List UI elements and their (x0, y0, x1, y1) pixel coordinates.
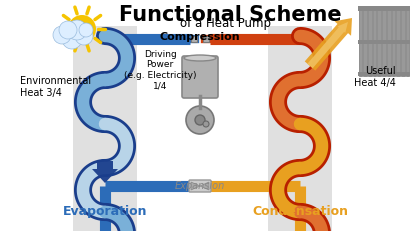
Text: Functional Scheme: Functional Scheme (119, 5, 341, 25)
Circle shape (79, 24, 93, 38)
Bar (358, 7, 410, 12)
Circle shape (53, 27, 71, 45)
Text: Compression: Compression (160, 32, 240, 42)
Bar (377, 9, 381, 77)
Bar (368, 9, 371, 77)
FancyBboxPatch shape (182, 57, 218, 99)
FancyBboxPatch shape (189, 180, 211, 192)
Circle shape (186, 106, 214, 134)
Polygon shape (191, 182, 200, 190)
Polygon shape (200, 182, 209, 190)
Circle shape (203, 122, 209, 128)
Bar (191, 37, 197, 43)
Text: Useful
Heat 4/4: Useful Heat 4/4 (354, 66, 396, 87)
Text: Environmental
Heat 3/4: Environmental Heat 3/4 (20, 76, 91, 97)
FancyArrow shape (305, 19, 352, 71)
Circle shape (67, 21, 87, 41)
Bar (401, 9, 405, 77)
Text: Condensation: Condensation (252, 204, 348, 217)
Bar (387, 9, 391, 77)
Circle shape (68, 16, 96, 44)
Bar (373, 9, 376, 77)
Circle shape (59, 22, 77, 40)
Circle shape (195, 116, 205, 125)
Bar (396, 9, 400, 77)
Bar (358, 41, 410, 45)
Text: Expansion: Expansion (175, 180, 225, 190)
Bar (391, 9, 395, 77)
Bar (73, 27, 137, 231)
Bar (363, 9, 367, 77)
Bar (268, 27, 332, 231)
Bar (406, 9, 409, 77)
Text: Evaporation: Evaporation (63, 204, 147, 217)
Bar (359, 9, 362, 77)
FancyArrow shape (307, 23, 348, 69)
Ellipse shape (184, 56, 216, 62)
Bar (203, 37, 209, 43)
Text: of a Heat Pump: of a Heat Pump (179, 17, 270, 30)
Circle shape (75, 28, 93, 46)
Text: Driving
Power
(e.g. Electricity)
1/4: Driving Power (e.g. Electricity) 1/4 (124, 50, 196, 90)
Bar (358, 73, 410, 77)
FancyArrow shape (92, 161, 118, 183)
Bar (382, 9, 386, 77)
Circle shape (62, 30, 82, 50)
